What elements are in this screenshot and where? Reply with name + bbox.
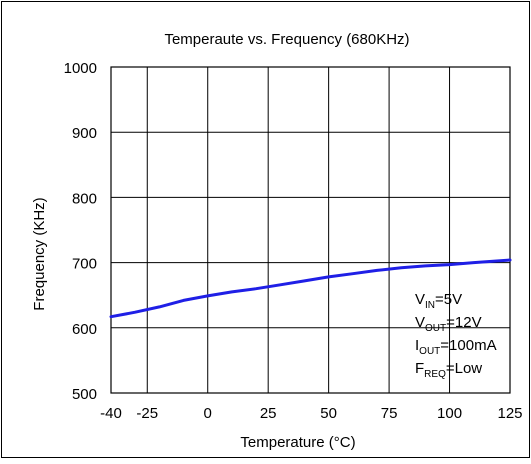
x-tick-label: -25 xyxy=(136,405,158,422)
condition-value: =Low xyxy=(446,360,482,377)
condition-label: VIN=5V xyxy=(415,291,462,311)
series-line xyxy=(109,258,512,319)
y-tick-label: 700 xyxy=(72,256,97,273)
y-tick-label: 600 xyxy=(72,321,97,338)
condition-label: VOUT=12V xyxy=(415,314,482,334)
y-tick-label: 900 xyxy=(72,125,97,142)
tick-labels: -40 -25 0 25 50 75 100 125 500 600 700 800 900 1000 xyxy=(64,60,523,422)
series-layer xyxy=(109,258,512,319)
x-tick-label: -40 xyxy=(100,405,122,422)
condition-label: FREQ=Low xyxy=(415,360,482,380)
x-tick-label: 75 xyxy=(381,405,398,422)
x-tick-label: 125 xyxy=(497,405,522,422)
condition-value: =100mA xyxy=(440,337,496,354)
condition-value: =12V xyxy=(446,314,481,331)
x-axis-title: Temperature (°C) xyxy=(240,434,355,451)
x-tick-label: 50 xyxy=(320,405,337,422)
condition-subscript: REQ xyxy=(424,369,446,380)
condition-subscript: OUT xyxy=(419,346,440,357)
condition-symbol: V xyxy=(415,291,425,308)
condition-subscript: IN xyxy=(425,300,435,311)
y-tick-label: 1000 xyxy=(64,60,97,77)
condition-symbol: I xyxy=(415,337,419,354)
x-tick-label: 0 xyxy=(204,405,212,422)
condition-label: IOUT=100mA xyxy=(415,337,497,357)
y-tick-label: 500 xyxy=(72,386,97,403)
plot-area xyxy=(110,66,511,394)
condition-symbol: F xyxy=(415,360,424,377)
chart-title: Temperaute vs. Frequency (680KHz) xyxy=(164,31,409,48)
condition-value: =5V xyxy=(435,291,462,308)
y-axis-title: Frequency (KHz) xyxy=(31,197,48,310)
x-tick-label: 25 xyxy=(260,405,277,422)
y-tick-label: 800 xyxy=(72,190,97,207)
condition-subscript: OUT xyxy=(425,323,446,334)
condition-symbol: V xyxy=(415,314,425,331)
x-tick-label: 100 xyxy=(437,405,462,422)
